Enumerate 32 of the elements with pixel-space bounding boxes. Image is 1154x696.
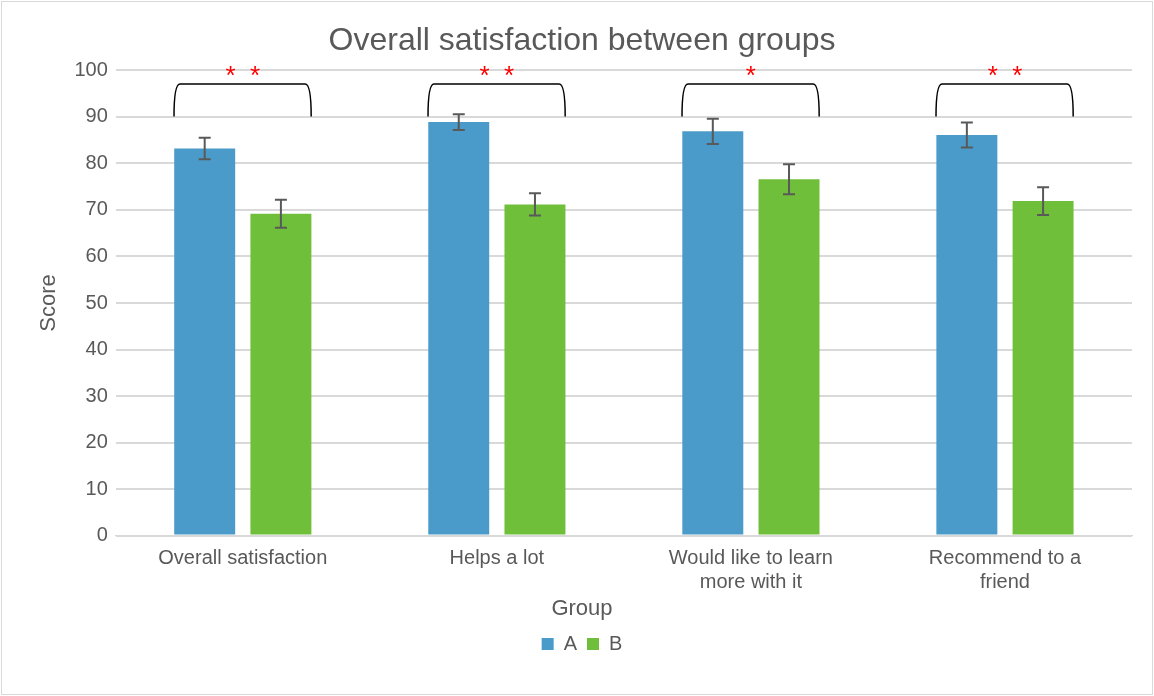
annotation: * * (479, 59, 515, 90)
bar (428, 122, 490, 535)
y-tick-label: 0 (96, 523, 108, 546)
y-tick-label: 90 (85, 104, 108, 127)
bar (504, 204, 566, 535)
y-tick-label: 70 (85, 197, 108, 220)
x-tick-label: Helps a lot (449, 546, 545, 569)
y-axis-title: Score (35, 274, 61, 332)
y-tick-label: 30 (85, 383, 108, 406)
y-tick-label: 60 (85, 244, 108, 266)
chart-title: Overall satisfaction between groups (328, 21, 836, 58)
x-tick-label: Would like to learn more with it (668, 546, 833, 593)
bar (1012, 201, 1074, 535)
legend-label: A (563, 631, 578, 654)
bar (174, 148, 236, 535)
legend-title: Group (551, 594, 613, 620)
bar (758, 179, 820, 535)
bar (682, 131, 744, 535)
y-tick-label: 80 (85, 150, 108, 173)
x-tick-label: Overall satisfaction (158, 546, 328, 569)
y-tick-label: 100 (74, 57, 108, 80)
x-tick-label: Recommend to a friend (928, 546, 1082, 593)
bar (936, 135, 998, 535)
annotation: * (745, 59, 756, 90)
y-tick-label: 20 (85, 430, 108, 453)
bar (250, 213, 312, 535)
y-tick-label: 10 (85, 476, 108, 499)
y-tick-label: 50 (85, 290, 108, 313)
legend-label: B (609, 631, 623, 654)
annotation: * * (225, 59, 261, 90)
annotation: * * (987, 59, 1023, 90)
y-tick-label: 40 (85, 337, 108, 360)
